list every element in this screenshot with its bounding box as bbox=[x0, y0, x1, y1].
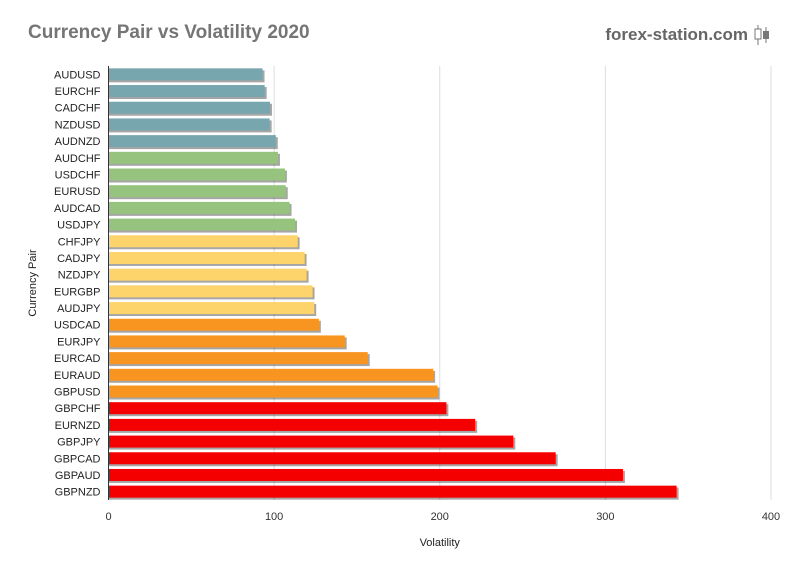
bar-AUDUSD bbox=[108, 68, 263, 81]
y-tick-label: USDCHF bbox=[55, 170, 101, 182]
bar-EURGBP bbox=[108, 285, 313, 298]
y-tick-label: GBPCHF bbox=[55, 403, 101, 415]
bar-AUDCAD bbox=[108, 201, 290, 214]
bar-EURCAD bbox=[108, 352, 368, 365]
bar-NZDUSD bbox=[108, 118, 270, 131]
bar-EURAUD bbox=[108, 368, 434, 381]
bar-CADJPY bbox=[108, 251, 305, 264]
bar-AUDCHF bbox=[108, 151, 278, 164]
y-axis-label: Currency Pair bbox=[27, 249, 39, 317]
y-tick-label: NZDUSD bbox=[55, 119, 101, 131]
chart-title: Currency Pair vs Volatility 2020 bbox=[28, 22, 310, 43]
y-tick-label: CADCHF bbox=[55, 103, 101, 115]
y-tick-label: AUDJPY bbox=[57, 303, 101, 315]
y-tick-label: NZDJPY bbox=[58, 270, 101, 282]
y-tick-label: EURUSD bbox=[54, 186, 101, 198]
y-tick-label: AUDCHF bbox=[55, 153, 101, 165]
y-tick-label: GBPAUD bbox=[55, 470, 101, 482]
bar-EURCHF bbox=[108, 85, 265, 98]
bar-CADCHF bbox=[108, 101, 270, 114]
bar-GBPCHF bbox=[108, 402, 447, 415]
bar-EURUSD bbox=[108, 185, 286, 198]
y-tick-label: EURAUD bbox=[54, 370, 101, 382]
x-tick-label: 400 bbox=[762, 511, 780, 523]
y-tick-label: EURNZD bbox=[55, 420, 101, 432]
y-tick-label: EURGBP bbox=[54, 286, 100, 298]
y-tick-label: GBPNZD bbox=[55, 487, 101, 499]
y-tick-label: USDJPY bbox=[57, 220, 101, 232]
y-tick-label: CHFJPY bbox=[58, 236, 101, 248]
y-tick-label: EURCHF bbox=[55, 86, 101, 98]
y-tick-label: AUDNZD bbox=[55, 136, 101, 148]
bar-CHFJPY bbox=[108, 235, 298, 248]
x-tick-label: 200 bbox=[431, 511, 449, 523]
bar-EURJPY bbox=[108, 335, 345, 348]
candlestick-logo-icon bbox=[754, 25, 769, 45]
y-tick-label: CADJPY bbox=[57, 253, 101, 265]
bar-AUDJPY bbox=[108, 302, 315, 315]
bar-GBPCAD bbox=[108, 452, 556, 465]
x-tick-label: 100 bbox=[265, 511, 283, 523]
bar-GBPJPY bbox=[108, 435, 514, 448]
bar-USDJPY bbox=[108, 218, 295, 231]
y-tick-label: GBPUSD bbox=[54, 387, 101, 399]
bar-NZDJPY bbox=[108, 268, 307, 281]
brand-text: forex-station.com bbox=[605, 25, 748, 44]
bar-EURNZD bbox=[108, 418, 476, 431]
bar-USDCAD bbox=[108, 318, 319, 331]
y-tick-label: AUDCAD bbox=[54, 203, 101, 215]
y-tick-label: GBPJPY bbox=[57, 437, 101, 449]
x-tick-label: 0 bbox=[105, 511, 111, 523]
bar-GBPAUD bbox=[108, 468, 623, 481]
brand-watermark: forex-station.com bbox=[605, 24, 770, 46]
y-tick-label: AUDUSD bbox=[54, 69, 101, 81]
y-tick-label: EURJPY bbox=[57, 336, 101, 348]
x-axis-label: Volatility bbox=[420, 537, 461, 549]
y-tick-label: USDCAD bbox=[54, 320, 101, 332]
bar-AUDNZD bbox=[108, 135, 276, 148]
bar-GBPUSD bbox=[108, 385, 438, 398]
y-tick-label: GBPCAD bbox=[54, 453, 101, 465]
y-tick-label: EURCAD bbox=[54, 353, 101, 365]
bar-GBPNZD bbox=[108, 485, 677, 498]
bar-USDCHF bbox=[108, 168, 285, 181]
x-tick-label: 300 bbox=[596, 511, 614, 523]
